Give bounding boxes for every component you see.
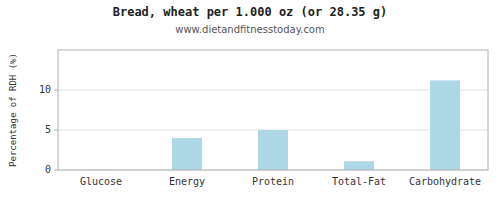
plot-frame	[58, 50, 488, 170]
y-tick	[54, 170, 58, 171]
y-tick	[54, 130, 58, 131]
y-tick-label: 5	[45, 124, 51, 135]
bar	[344, 161, 374, 170]
y-axis-label: Percentage of RDH (%)	[8, 53, 18, 167]
subtitle: www.dietandfitnesstoday.com	[175, 24, 324, 35]
bar	[258, 130, 288, 170]
x-tick-label: Total-Fat	[332, 176, 386, 187]
x-tick-label: Carbohydrate	[409, 176, 481, 187]
x-axis: Glucose Energy Protein Total-Fat Carbohydrat…	[80, 176, 481, 187]
grid-line	[58, 90, 488, 91]
grid	[58, 90, 488, 170]
bar	[430, 80, 460, 170]
y-axis: 0 5 10	[39, 84, 58, 175]
bars	[86, 80, 460, 170]
chart-svg: Bread, wheat per 1.000 oz (or 28.35 g) ww…	[0, 0, 500, 200]
y-tick-label: 10	[39, 84, 51, 95]
y-tick	[54, 90, 58, 91]
chart-container: Bread, wheat per 1.000 oz (or 28.35 g) ww…	[0, 0, 500, 200]
x-tick-label: Glucose	[80, 176, 122, 187]
x-tick-label: Protein	[252, 176, 294, 187]
bar	[172, 138, 202, 170]
y-tick-label: 0	[45, 164, 51, 175]
title: Bread, wheat per 1.000 oz (or 28.35 g)	[113, 5, 388, 19]
x-tick-label: Energy	[169, 176, 205, 187]
